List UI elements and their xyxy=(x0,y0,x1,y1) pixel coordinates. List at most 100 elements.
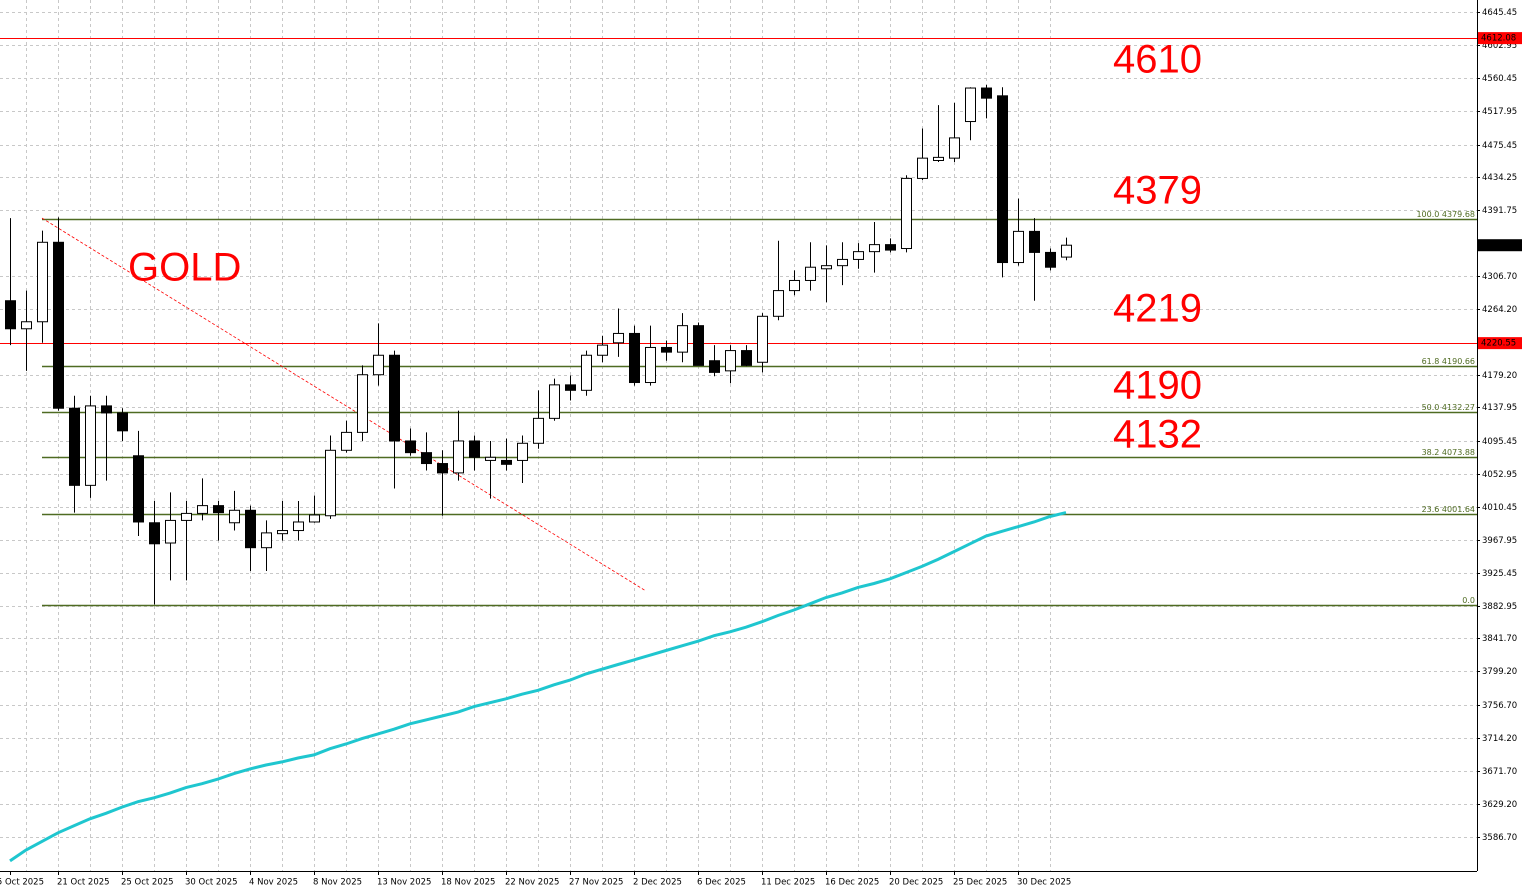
candle-body xyxy=(773,290,784,317)
y-tick-label: 4010.45 xyxy=(1482,503,1517,513)
fib-label: 100.0 4379.68 xyxy=(1416,210,1475,219)
candle-body xyxy=(357,374,368,433)
x-tick-label: 5 Oct 2025 xyxy=(0,878,44,888)
x-tick-label: 13 Nov 2025 xyxy=(377,878,431,888)
annotation: 4190 xyxy=(1113,364,1202,408)
x-tick-label: 2 Dec 2025 xyxy=(633,878,682,888)
x-tick-label: 6 Dec 2025 xyxy=(697,878,746,888)
candle-body xyxy=(69,407,80,486)
annotation: GOLD xyxy=(128,246,241,290)
candle-body xyxy=(469,440,480,458)
y-tick-label: 4391.75 xyxy=(1482,206,1517,216)
moving-average xyxy=(9,511,1067,863)
y-tick-label: 4179.20 xyxy=(1482,371,1517,381)
candle-body xyxy=(741,350,752,366)
candle-body xyxy=(373,354,384,376)
candle-body xyxy=(277,530,288,535)
x-tick-label: 20 Dec 2025 xyxy=(889,878,943,888)
x-tick-label: 27 Nov 2025 xyxy=(569,878,623,888)
price-box-label: 4612.08 xyxy=(1481,34,1516,44)
candle-body xyxy=(245,509,256,549)
x-tick-label: 22 Nov 2025 xyxy=(505,878,559,888)
price-box xyxy=(1478,32,1522,45)
candle-body xyxy=(5,300,16,330)
y-tick-label: 3925.45 xyxy=(1482,569,1517,579)
x-tick-label: 30 Dec 2025 xyxy=(1017,878,1071,888)
x-tick-label: 18 Nov 2025 xyxy=(441,878,495,888)
candle-body xyxy=(725,350,736,372)
fib-label: 23.6 4001.64 xyxy=(1422,505,1475,514)
x-tick-label: 4 Nov 2025 xyxy=(249,878,298,888)
y-tick-label: 4475.45 xyxy=(1482,141,1517,151)
candle-body xyxy=(1045,251,1056,268)
price-box-label: 4220.55 xyxy=(1481,339,1516,349)
x-tick-label: 30 Oct 2025 xyxy=(185,878,238,888)
candle-body xyxy=(885,244,896,251)
x-tick-label: 8 Nov 2025 xyxy=(313,878,362,888)
fib-label: 50.0 4132.27 xyxy=(1422,403,1475,412)
candle-body xyxy=(613,332,624,344)
price-box xyxy=(1478,239,1522,252)
y-tick-label: 4602.95 xyxy=(1482,41,1517,51)
candle-body xyxy=(1029,230,1040,253)
y-tick-label: 4306.70 xyxy=(1482,272,1517,282)
annotation: 4610 xyxy=(1113,38,1202,82)
y-tick-label: 3967.95 xyxy=(1482,536,1517,546)
y-tick-label: 3671.70 xyxy=(1482,767,1517,777)
candle-body xyxy=(213,505,224,514)
candle-body xyxy=(789,279,800,292)
candle-body xyxy=(181,512,192,521)
candle-body xyxy=(53,241,64,409)
y-tick-label: 3586.70 xyxy=(1482,833,1517,843)
candle-body xyxy=(869,244,880,253)
candle-body xyxy=(21,321,32,330)
y-tick-label: 3799.20 xyxy=(1482,667,1517,677)
candle-body xyxy=(149,522,160,545)
fib-label: 38.2 4073.88 xyxy=(1422,448,1475,457)
candle-body xyxy=(821,265,832,270)
x-tick-label: 25 Oct 2025 xyxy=(121,878,174,888)
candle-body xyxy=(581,354,592,391)
candle-body xyxy=(37,241,48,323)
candle-body xyxy=(549,384,560,419)
x-tick-label: 21 Oct 2025 xyxy=(57,878,110,888)
annotation: 4132 xyxy=(1113,413,1202,457)
candle-body xyxy=(453,440,464,474)
y-tick-label: 4095.45 xyxy=(1482,437,1517,447)
candle-body xyxy=(133,455,144,523)
trendline xyxy=(41,217,646,591)
y-tick-label: 3714.20 xyxy=(1482,734,1517,744)
y-tick-label: 3629.20 xyxy=(1482,800,1517,810)
candle-body xyxy=(981,87,992,99)
y-tick-label: 4517.95 xyxy=(1482,107,1517,117)
candle-body xyxy=(165,519,176,544)
candle-body xyxy=(629,332,640,384)
candle-body xyxy=(709,360,720,373)
candle-body xyxy=(597,344,608,356)
candle-body xyxy=(645,346,656,384)
candle-body xyxy=(933,156,944,161)
candle-body xyxy=(901,177,912,250)
candle-body xyxy=(837,258,848,267)
y-tick-label: 4645.45 xyxy=(1482,8,1517,18)
candle-body xyxy=(533,417,544,444)
candle-body xyxy=(197,505,208,514)
x-tick-label: 25 Dec 2025 xyxy=(953,878,1007,888)
y-tick-label: 3756.70 xyxy=(1482,701,1517,711)
plot-area: 100.0 4379.68 61.8 4190.66 50.0 4132.27 38.… xyxy=(0,38,1477,863)
x-tick-label: 11 Dec 2025 xyxy=(761,878,815,888)
candle-body xyxy=(917,157,928,179)
fib-label: 0.0 xyxy=(1462,596,1475,605)
candle-body xyxy=(229,509,240,524)
candle-body xyxy=(325,449,336,517)
candle-body xyxy=(1061,244,1072,258)
fib-label: 61.8 4190.66 xyxy=(1422,357,1475,366)
candle-body xyxy=(949,137,960,159)
candle-body xyxy=(421,452,432,465)
annotation: 4379 xyxy=(1113,169,1202,213)
candle-body xyxy=(101,405,112,414)
price-box-label: 4346.25 xyxy=(1481,241,1516,251)
candle-body xyxy=(485,456,496,461)
candle-body xyxy=(293,521,304,532)
